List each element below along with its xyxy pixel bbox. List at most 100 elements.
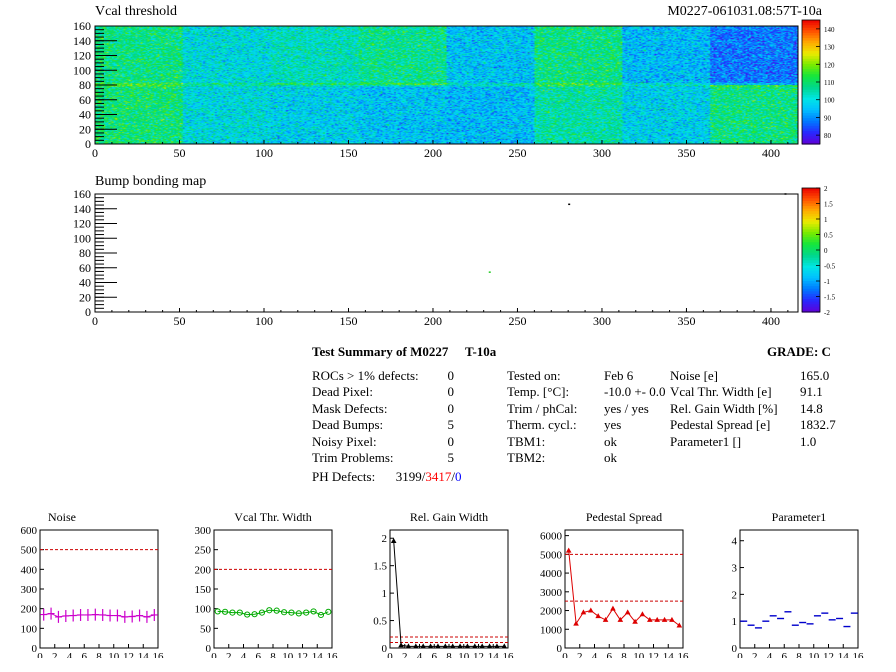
bump-bonding-y-tick-label: 0 <box>85 305 91 319</box>
vcal-threshold-colorbar-label: 90 <box>824 114 832 122</box>
bump-bonding-colorbar-segment <box>802 293 820 298</box>
summary-value: yes <box>604 417 622 433</box>
roc-plot-point <box>405 643 412 649</box>
roc-plot-point <box>472 643 478 649</box>
roc-plot-y-tick-label: 100 <box>195 604 212 616</box>
roc-plot-point <box>580 609 587 615</box>
defect-point <box>568 203 571 206</box>
roc-plot-title: Pedestal Spread <box>586 510 662 524</box>
bump-bonding-colorbar-segment <box>802 260 820 264</box>
roc-plot-x-tick-label: 6 <box>432 651 438 658</box>
roc-plot-y-tick-label: 0 <box>382 643 388 655</box>
roc-plot-x-tick-label: 8 <box>446 651 452 658</box>
roc-plot-point <box>273 607 280 614</box>
roc-plot-x-tick-label: 6 <box>607 651 613 658</box>
roc-plot-point <box>442 643 449 649</box>
bump-bonding-colorbar-segment <box>802 206 820 210</box>
roc-plot-y-tick-label: 300 <box>21 584 38 596</box>
roc-plot-x-tick-label: 6 <box>782 651 788 658</box>
roc-plot-y-tick-label: 3000 <box>540 587 563 599</box>
roc-plot-point <box>632 618 638 624</box>
bump-bonding-colorbar-segment <box>802 188 820 192</box>
roc-plot-x-tick-label: 10 <box>108 651 120 658</box>
roc-plot-series-line <box>43 613 155 618</box>
roc-plot-point <box>413 643 419 649</box>
summary-value: ok <box>604 433 617 449</box>
roc-plot-x-tick-label: 16 <box>153 651 165 658</box>
vcal-threshold-colorbar-segment <box>802 48 820 52</box>
roc-plot-x-tick-label: 8 <box>796 651 802 658</box>
vcal-threshold-colorbar-label: 80 <box>824 132 832 140</box>
roc-plot-x-tick-label: 2 <box>752 651 758 658</box>
bump-bonding-colorbar-segment <box>802 229 820 233</box>
vcal-threshold-x-tick-label: 50 <box>173 146 185 160</box>
vcal-threshold-colorbar-segment <box>802 32 820 37</box>
vcal-threshold-x-tick-label: 350 <box>677 146 695 160</box>
bump-bonding-colorbar-segment <box>802 239 820 243</box>
vcal-threshold-colorbar-segment <box>802 63 820 68</box>
bump-bonding-colorbar-segment <box>802 257 820 261</box>
roc-plot-x-tick-label: 12 <box>648 651 659 658</box>
bump-bonding-colorbar-segment <box>802 242 820 246</box>
vcal-threshold-y-tick-label: 140 <box>73 34 91 48</box>
bump-bonding-y-tick-label: 20 <box>79 290 91 304</box>
roc-plot-x-tick-label: 14 <box>663 651 675 658</box>
roc-plot-point <box>325 608 332 615</box>
bump-bonding-colorbar-segment <box>802 219 820 223</box>
roc-plot-title: Vcal Thr. Width <box>234 510 311 524</box>
bump-bonding-colorbar-segment <box>802 275 820 280</box>
bump-bonding-colorbar-label: -1 <box>824 278 830 286</box>
bump-bonding-colorbar-segment <box>802 296 820 300</box>
roc-plot-point <box>258 609 266 616</box>
vcal-threshold-y-tick-label: 80 <box>79 78 91 92</box>
bump-bonding-colorbar-segment <box>802 288 820 292</box>
bump-bonding-x-tick-label: 250 <box>508 314 526 328</box>
vcal-threshold-x-tick-label: 100 <box>255 146 273 160</box>
roc-plot-x-tick-label: 16 <box>678 651 690 658</box>
bump-bonding-colorbar-segment <box>802 286 820 290</box>
summary-value: 0 <box>447 384 455 400</box>
summary-value: 0 <box>447 433 455 449</box>
vcal-threshold-colorbar-segment <box>802 125 820 130</box>
roc-plot-point <box>317 611 325 619</box>
roc-plot-y-tick-label: 100 <box>21 623 38 635</box>
roc-plot-rel-gain-width: Rel. Gain Width 0 0.5 1 1.5 2 0 2 4 6 8 10 12 14 16 <box>373 510 514 658</box>
bump-bonding-y-tick-label: 140 <box>73 202 91 216</box>
roc-plot-point <box>244 611 251 618</box>
roc-plot-point <box>143 610 151 623</box>
vcal-threshold-colorbar-label: 140 <box>824 26 835 34</box>
bump-bonding-colorbar-label: 1 <box>824 216 828 224</box>
roc-plot-y-tick-label: 1 <box>732 616 738 628</box>
roc-plot-x-tick-label: 14 <box>312 651 324 658</box>
roc-plot-point <box>427 643 434 649</box>
roc-plot-x-tick-label: 6 <box>256 651 262 658</box>
bump-bonding-colorbar-segment <box>802 250 820 254</box>
bump-bonding-colorbar-segment <box>802 244 820 249</box>
roc-plot-point <box>486 643 493 649</box>
roc-plot-y-tick-label: 0 <box>732 643 738 655</box>
roc-plot-x-tick-label: 4 <box>417 651 423 658</box>
roc-plot-point <box>595 613 601 619</box>
vcal-threshold-colorbar-segment <box>802 84 820 88</box>
roc-plot-noise: Noise 0 100 200 300 400 500 600 0 2 4 6 8 10 12 14 16 <box>21 510 165 658</box>
bump-bonding-colorbar-segment <box>802 213 820 218</box>
roc-plot-point <box>420 643 426 649</box>
bump-bonding-colorbar-label: -1.5 <box>824 294 836 302</box>
vcal-threshold-y-tick-label: 60 <box>79 93 91 107</box>
vcal-threshold-colorbar-segment <box>802 128 820 132</box>
vcal-threshold-colorbar-segment <box>802 113 820 117</box>
vcal-threshold-colorbar-segment <box>802 74 820 78</box>
ph-defects-count: 3199 <box>395 469 422 484</box>
vcal-threshold-y-tick-label: 0 <box>85 137 91 151</box>
roc-plot-point <box>494 643 500 649</box>
vcal-threshold-colorbar-segment <box>802 66 820 70</box>
roc-plot-y-tick-label: 2 <box>732 589 738 601</box>
bump-bonding-frame <box>94 193 799 313</box>
summary-label: Tested on: <box>507 368 561 383</box>
roc-plot-y-tick-label: 0 <box>557 643 563 655</box>
roc-plot-y-tick-label: 600 <box>21 525 38 537</box>
summary-label: Rel. Gain Width [%] <box>670 400 778 416</box>
vcal-threshold-y-tick-label: 100 <box>73 63 91 77</box>
